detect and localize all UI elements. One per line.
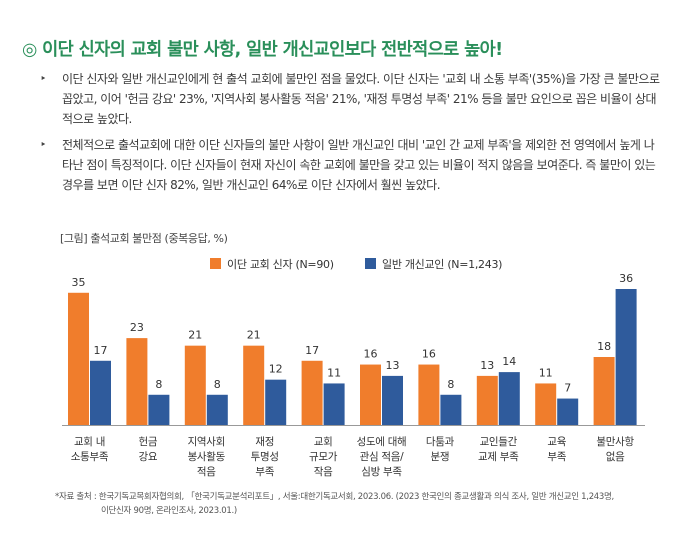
data-label: 8 [155, 378, 162, 391]
category-label: 교육 [547, 436, 566, 448]
bullet-text: 전체적으로 출석교회에 대한 이단 신자들의 불만 사항이 일반 개신교인 대비… [62, 138, 656, 192]
category-label: 재정 [255, 436, 274, 448]
category-label: 다툼과 [426, 436, 455, 448]
data-label: 13 [480, 359, 494, 372]
footnote-line-1: *자료 출처 : 한국기독교목회자협의회, 「한국기독교분석리포트」, 서울:대… [55, 492, 614, 502]
category-label: 성도에 대해 [357, 435, 407, 448]
bar-general [382, 375, 403, 425]
legend-label: 일반 개신교인 (N=1,243) [382, 257, 502, 271]
category-label: 없음 [606, 450, 625, 463]
bullet-item: ‣ 전체적으로 출석교회에 대한 이단 신자들의 불만 사항이 일반 개신교인 … [40, 135, 660, 195]
category-label: 교회 [314, 436, 333, 448]
category-label: 작음 [314, 466, 333, 478]
category-label: 부족 [255, 466, 274, 478]
legend-swatch [210, 258, 221, 269]
data-label: 16 [422, 348, 436, 361]
category-label: 투명성 [251, 451, 279, 463]
data-label: 12 [269, 363, 283, 376]
bar-general [265, 379, 287, 425]
bar-heresy [418, 364, 440, 425]
data-label: 8 [214, 378, 221, 391]
bar-heresy [243, 345, 265, 425]
bullet-text: 이단 신자와 일반 개신교인에게 현 출석 교회에 불만인 점을 물었다. 이단… [62, 72, 660, 126]
bar-heresy [126, 338, 148, 425]
category-label: 관심 적음/ [360, 451, 404, 463]
data-label: 16 [364, 348, 378, 361]
bar-heresy [301, 360, 323, 425]
category-label: 소통부족 [71, 451, 109, 463]
bar-general [498, 372, 520, 425]
category-label: 부족 [547, 451, 566, 463]
bar-general [90, 360, 111, 425]
figure-caption: [그림] 출석교회 불만점 (중복응답, %) [60, 232, 228, 245]
footnote: *자료 출처 : 한국기독교목회자협의회, 「한국기독교분석리포트」, 서울:대… [55, 490, 655, 518]
bar-general [323, 383, 345, 425]
data-label: 35 [72, 276, 86, 289]
headline: ◎ 이단 신자의 교회 불만 사항, 일반 개신교인보다 전반적으로 높아! [22, 40, 503, 60]
category-label: 봉사활동 [188, 450, 226, 463]
bar-heresy [68, 292, 89, 425]
data-label: 21 [188, 329, 202, 342]
data-label: 36 [619, 272, 633, 285]
data-label: 23 [130, 321, 144, 334]
bar-heresy [476, 375, 498, 425]
data-label: 11 [327, 366, 341, 379]
data-label: 13 [386, 359, 400, 372]
category-label: 적음 [197, 466, 216, 478]
bar-general [615, 289, 637, 425]
category-label: 교제 부족 [478, 451, 519, 463]
data-label: 17 [305, 344, 319, 357]
data-label: 17 [94, 344, 108, 357]
legend-swatch [365, 258, 376, 269]
legend-label: 이단 교회 신자 (N=90) [227, 258, 334, 271]
category-label: 헌금 [139, 436, 158, 448]
bar-general [206, 394, 228, 425]
bar-heresy [360, 364, 381, 425]
bar-heresy [593, 357, 615, 425]
category-label: 지역사회 [188, 436, 225, 448]
footnote-line-2: 이단신자 90명, 온라인조사, 2023.01.) [101, 506, 237, 516]
category-label: 강요 [139, 451, 158, 463]
data-label: 14 [502, 355, 516, 368]
bar-heresy [184, 345, 206, 425]
bar-heresy [535, 383, 557, 425]
bar-general [148, 394, 170, 425]
category-label: 불만사항 [596, 436, 634, 448]
bar-general [440, 394, 462, 425]
data-label: 21 [247, 329, 261, 342]
category-label: 심방 부족 [361, 466, 402, 478]
bullet-list: ‣ 이단 신자와 일반 개신교인에게 현 출석 교회에 불만인 점을 물었다. … [40, 69, 660, 201]
category-label: 분쟁 [431, 451, 450, 463]
category-label: 교회 내 [74, 436, 105, 448]
bullet-mark-icon: ‣ [40, 138, 47, 151]
bar-general [557, 398, 579, 425]
bullet-item: ‣ 이단 신자와 일반 개신교인에게 현 출석 교회에 불만인 점을 물었다. … [40, 69, 660, 129]
category-label: 교인들간 [480, 436, 518, 448]
data-label: 8 [447, 378, 454, 391]
data-label: 18 [597, 340, 611, 353]
data-label: 11 [539, 366, 553, 379]
data-label: 7 [564, 382, 571, 395]
category-label: 규모가 [309, 451, 338, 463]
bullet-mark-icon: ‣ [40, 72, 47, 85]
